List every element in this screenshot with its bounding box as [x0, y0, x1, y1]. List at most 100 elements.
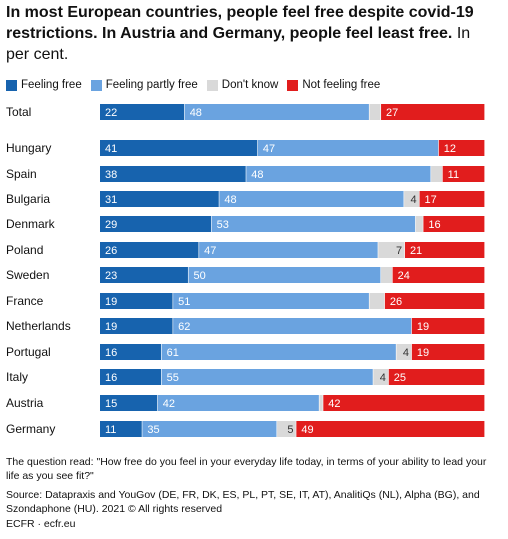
- data-label-spain-not-feeling-free: 11: [448, 169, 459, 181]
- bar-italy-feeling-partly-free: [161, 369, 373, 385]
- data-label-austria-feeling-free: 15: [105, 398, 117, 410]
- bar-total-feeling-free: [100, 104, 185, 120]
- data-label-denmark-not-feeling-free: 16: [428, 219, 440, 231]
- data-label-italy-feeling-partly-free: 55: [167, 372, 179, 384]
- legend-label: Feeling partly free: [105, 79, 198, 91]
- chart-title: In most European countries, people feel …: [6, 2, 496, 65]
- data-label-bulgaria-feeling-free: 31: [105, 194, 117, 206]
- bar-france-feeling-free: [100, 293, 173, 309]
- legend-item-dont-know: Don't know: [206, 79, 279, 91]
- data-label-germany-feeling-free: 11: [105, 424, 116, 436]
- category-label-bulgaria: Bulgaria: [6, 192, 50, 206]
- bar-austria-feeling-free: [100, 395, 158, 411]
- question-note: The question read: "How free do you feel…: [6, 456, 487, 482]
- data-label-total-not-feeling-free: 27: [386, 107, 398, 119]
- bar-germany-feeling-free: [100, 421, 142, 437]
- bar-spain-feeling-free: [100, 166, 246, 182]
- data-label-bulgaria-feeling-partly-free: 48: [224, 194, 236, 206]
- category-label-total: Total: [6, 105, 31, 119]
- data-label-portugal-not-feeling-free: 19: [417, 347, 429, 359]
- bar-netherlands-feeling-free: [100, 318, 173, 334]
- bar-sweden-dont-know: [381, 267, 392, 283]
- bar-italy-feeling-free: [100, 369, 161, 385]
- credit: ECFR · ecfr.eu: [6, 518, 76, 530]
- data-label-italy-not-feeling-free: 25: [394, 372, 406, 384]
- bar-hungary-feeling-partly-free: [257, 140, 439, 156]
- bar-poland-not-feeling-free: [404, 242, 485, 258]
- bar-france-not-feeling-free: [384, 293, 485, 309]
- data-label-sweden-feeling-partly-free: 50: [194, 270, 206, 282]
- category-label-sweden: Sweden: [6, 268, 49, 282]
- bar-denmark-feeling-partly-free: [211, 216, 416, 232]
- bar-bulgaria-dont-know: [404, 191, 419, 207]
- bar-denmark-feeling-free: [100, 216, 212, 232]
- data-label-poland-feeling-partly-free: 47: [204, 245, 216, 257]
- data-label-spain-feeling-partly-free: 48: [251, 169, 263, 181]
- data-label-spain-feeling-free: 38: [105, 169, 117, 181]
- legend-label: Not feeling free: [302, 79, 381, 91]
- data-label-poland-feeling-free: 26: [105, 245, 117, 257]
- data-label-germany-feeling-partly-free: 35: [147, 424, 159, 436]
- category-label-poland: Poland: [6, 243, 43, 257]
- bar-germany-dont-know: [277, 421, 296, 437]
- data-label-total-feeling-partly-free: 48: [190, 107, 202, 119]
- bar-italy-not-feeling-free: [388, 369, 485, 385]
- data-label-germany-not-feeling-free: 49: [301, 424, 313, 436]
- bar-denmark-not-feeling-free: [423, 216, 485, 232]
- legend-item-feeling-partly-free: Feeling partly free: [90, 79, 198, 91]
- bar-spain-not-feeling-free: [442, 166, 485, 182]
- bar-netherlands-feeling-partly-free: [173, 318, 412, 334]
- data-label-bulgaria-not-feeling-free: 17: [425, 194, 437, 206]
- category-label-denmark: Denmark: [6, 217, 56, 231]
- data-label-total-feeling-free: 22: [105, 107, 117, 119]
- bar-austria-not-feeling-free: [323, 395, 485, 411]
- data-label-poland-not-feeling-free: 21: [410, 245, 422, 257]
- data-label-denmark-feeling-free: 29: [105, 219, 117, 231]
- data-label-netherlands-not-feeling-free: 19: [417, 321, 429, 333]
- bar-netherlands-not-feeling-free: [411, 318, 485, 334]
- bar-spain-feeling-partly-free: [246, 166, 431, 182]
- data-label-bulgaria-dont-know: 4: [411, 194, 417, 206]
- category-label-france: France: [6, 294, 44, 308]
- bar-poland-feeling-free: [100, 242, 199, 258]
- bar-portugal-not-feeling-free: [411, 344, 485, 360]
- legend-swatch: [206, 79, 218, 91]
- source-note: Source: Datapraxis and YouGov (DE, FR, D…: [6, 489, 480, 515]
- data-label-austria-not-feeling-free: 42: [328, 398, 340, 410]
- legend-item-feeling-free: Feeling free: [6, 79, 82, 91]
- legend-swatch: [90, 79, 102, 91]
- category-label-italy: Italy: [6, 370, 28, 384]
- data-label-hungary-feeling-partly-free: 47: [263, 143, 275, 155]
- data-label-netherlands-feeling-free: 19: [105, 321, 117, 333]
- legend-label: Don't know: [221, 79, 279, 91]
- bar-hungary-feeling-free: [100, 140, 258, 156]
- bar-total-dont-know: [369, 104, 381, 120]
- data-label-portugal-feeling-free: 16: [105, 347, 117, 359]
- data-label-hungary-not-feeling-free: 12: [444, 143, 456, 155]
- chart-title-rest: In per cent.: [6, 25, 471, 63]
- bar-bulgaria-feeling-partly-free: [219, 191, 404, 207]
- bar-france-feeling-partly-free: [173, 293, 369, 309]
- bar-germany-feeling-partly-free: [142, 421, 277, 437]
- bar-bulgaria-feeling-free: [100, 191, 219, 207]
- data-label-portugal-dont-know: 4: [403, 347, 409, 359]
- bar-austria-feeling-partly-free: [157, 395, 319, 411]
- data-label-hungary-feeling-free: 41: [105, 143, 117, 155]
- data-label-portugal-feeling-partly-free: 61: [167, 347, 179, 359]
- bar-sweden-feeling-free: [100, 267, 188, 283]
- bar-germany-not-feeling-free: [296, 421, 485, 437]
- bar-italy-dont-know: [373, 369, 389, 385]
- bar-total-not-feeling-free: [381, 104, 485, 120]
- category-label-spain: Spain: [6, 167, 37, 181]
- legend-item-not-feeling-free: Not feeling free: [287, 79, 380, 91]
- bar-sweden-not-feeling-free: [392, 267, 485, 283]
- bar-portugal-feeling-free: [100, 344, 161, 360]
- data-label-germany-dont-know: 5: [287, 424, 293, 436]
- category-label-austria: Austria: [6, 396, 44, 410]
- bar-portugal-dont-know: [396, 344, 412, 360]
- data-label-sweden-feeling-free: 23: [105, 270, 117, 282]
- bar-sweden-feeling-partly-free: [188, 267, 381, 283]
- bar-portugal-feeling-partly-free: [161, 344, 396, 360]
- bar-poland-dont-know: [378, 242, 405, 258]
- legend-swatch: [287, 79, 299, 91]
